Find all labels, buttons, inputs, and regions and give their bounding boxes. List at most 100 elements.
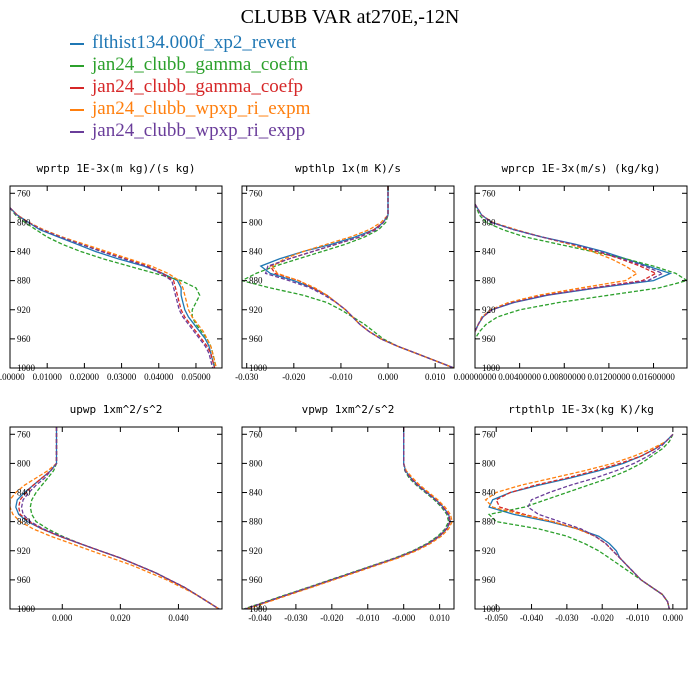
x-tick-label: -0.020 — [591, 613, 615, 623]
y-tick-label: 840 — [482, 488, 496, 498]
x-tick-label: 0.040 — [168, 613, 189, 623]
x-tick-label: -0.020 — [320, 613, 344, 623]
x-tick-label: -0.030 — [555, 613, 579, 623]
x-tick-label: 0.04000 — [144, 372, 174, 382]
series-line — [475, 203, 687, 340]
x-tick-label: 0.01600000 — [632, 372, 675, 382]
y-tick-label: 760 — [482, 429, 496, 439]
y-tick-label: 1000 — [249, 604, 268, 614]
plot-frame — [474, 185, 688, 369]
x-tick-label: 0.01000 — [33, 372, 63, 382]
plot-frame — [241, 426, 455, 610]
y-tick-label: 1000 — [482, 604, 501, 614]
chart-title: upwp 1xm^2/s^2 — [70, 403, 163, 416]
chart-title: rtpthlp 1E-3x(kg K)/kg — [508, 403, 654, 416]
x-tick-label: -0.000 — [392, 613, 416, 623]
y-tick-label: 960 — [482, 575, 496, 585]
plot-frame — [9, 185, 223, 369]
y-tick-label: 960 — [482, 334, 496, 344]
legend-label: jan24_clubb_gamma_coefp — [92, 76, 304, 97]
series-group — [243, 427, 453, 609]
series-line — [269, 186, 454, 368]
legend-line-swatch — [70, 43, 84, 45]
series-line — [245, 427, 452, 609]
x-tick-label: 0.02000 — [70, 372, 100, 382]
y-tick-label: 920 — [482, 546, 496, 556]
chart-panel: vpwp 1xm^2/s^27608008408809209601000-0.0… — [241, 403, 455, 623]
series-line — [475, 203, 673, 332]
y-tick-label: 920 — [249, 546, 263, 556]
y-tick-label: 1000 — [17, 604, 36, 614]
y-tick-label: 960 — [249, 334, 263, 344]
legend-label: jan24_clubb_gamma_coefm — [92, 54, 309, 75]
y-tick-label: 800 — [249, 458, 263, 468]
plot-frame — [9, 426, 223, 610]
y-tick-label: 920 — [17, 546, 31, 556]
y-tick-label: 800 — [17, 217, 31, 227]
y-tick-label: 1000 — [17, 363, 36, 373]
y-tick-label: 880 — [17, 276, 31, 286]
chart-title: vpwp 1xm^2/s^2 — [302, 403, 395, 416]
legend-line-swatch — [70, 87, 84, 89]
y-tick-label: 800 — [17, 458, 31, 468]
y-tick-label: 920 — [249, 305, 263, 315]
x-tick-label: -0.010 — [626, 613, 650, 623]
legend-label: jan24_clubb_wpxp_ri_expp — [92, 120, 306, 141]
series-line — [242, 186, 454, 368]
legend-line-swatch — [70, 65, 84, 67]
series-line — [15, 427, 220, 609]
y-tick-label: 960 — [17, 575, 31, 585]
series-line — [20, 427, 220, 609]
plot-frame — [241, 185, 455, 369]
y-tick-label: 880 — [482, 517, 496, 527]
y-tick-label: 880 — [249, 276, 263, 286]
x-tick-label: 0.000 — [52, 613, 73, 623]
y-tick-label: 960 — [249, 575, 263, 585]
x-tick-label: 0.00000000 — [454, 372, 497, 382]
series-line — [264, 186, 454, 368]
chart-panel: wprcp 1E-3x(m/s) (kg/kg) 760 800 840 880 920 9… — [454, 162, 688, 382]
y-tick-label: 840 — [17, 488, 31, 498]
y-tick-label: 840 — [17, 247, 31, 257]
y-tick-label: 880 — [17, 517, 31, 527]
series-line — [247, 427, 453, 609]
series-group — [10, 427, 220, 609]
x-tick-label: -0.010 — [329, 372, 353, 382]
series-group — [475, 203, 687, 340]
chart-panel: wpthlp 1x(m K)/s7608008408809209601000-0… — [235, 162, 455, 382]
x-tick-label: -0.040 — [248, 613, 272, 623]
legend-line-swatch — [70, 131, 84, 133]
y-tick-label: 800 — [482, 458, 496, 468]
chart-title: wpthlp 1x(m K)/s — [295, 162, 401, 175]
chart-title: wprcp 1E-3x(m/s) (kg/kg) — [502, 162, 661, 175]
y-tick-label: 800 — [482, 217, 496, 227]
series-line — [271, 186, 454, 368]
x-tick-label: 0.00400000 — [498, 372, 541, 382]
x-tick-label: -0.050 — [485, 613, 509, 623]
series-group — [10, 207, 218, 368]
y-tick-label: 880 — [482, 276, 496, 286]
y-tick-label: 760 — [17, 429, 31, 439]
y-tick-label: 1000 — [249, 363, 268, 373]
chart-panel: rtpthlp 1E-3x(kg K)/kg 760 800 840 880 920 960… — [474, 403, 688, 623]
x-tick-label: 0.05000 — [181, 372, 211, 382]
series-line — [29, 427, 220, 609]
x-tick-label: 0.010 — [425, 372, 446, 382]
y-tick-label: 760 — [482, 188, 496, 198]
chart-panel: wprtp 1E-3x(m kg)/(s kg) 760 800 840 880 920 9… — [0, 162, 223, 382]
x-tick-label: 0.03000 — [107, 372, 137, 382]
series-line — [10, 207, 218, 368]
plot-frame — [474, 426, 688, 610]
series-line — [10, 207, 216, 368]
y-tick-label: 760 — [17, 188, 31, 198]
series-line — [10, 427, 220, 609]
y-tick-label: 840 — [482, 247, 496, 257]
y-tick-label: 760 — [249, 429, 263, 439]
chart-title: wprtp 1E-3x(m kg)/(s kg) — [37, 162, 196, 175]
y-tick-label: 760 — [249, 188, 263, 198]
legend-line-swatch — [70, 109, 84, 111]
series-line — [10, 207, 216, 368]
y-tick-label: 880 — [249, 517, 263, 527]
y-tick-label: 1000 — [482, 363, 501, 373]
